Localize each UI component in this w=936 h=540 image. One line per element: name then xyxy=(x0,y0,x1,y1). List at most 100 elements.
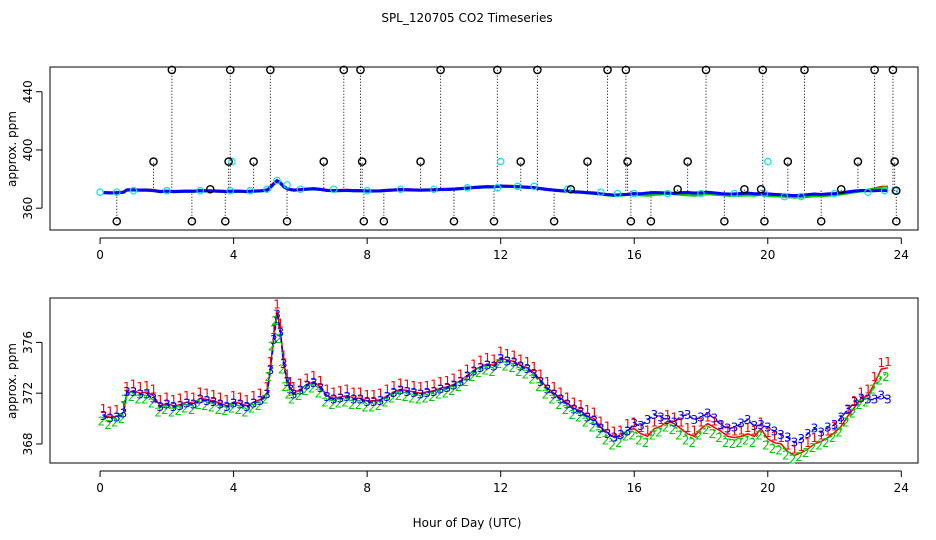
bottom-series-marker-1: 1 xyxy=(277,317,285,331)
bottom-series-marker-2: 2 xyxy=(695,428,703,442)
bottom-series-marker-3: 3 xyxy=(437,382,445,396)
bottom-series-marker-3: 3 xyxy=(323,390,331,404)
bottom-series-marker-3: 3 xyxy=(604,427,612,441)
bottom-series-marker-3: 3 xyxy=(317,381,325,395)
bottom-series-marker-2: 2 xyxy=(488,365,496,379)
bottom-series-marker-3: 3 xyxy=(837,410,845,424)
bottom-series-marker-1: 1 xyxy=(550,380,558,394)
bottom-series-marker-1: 1 xyxy=(210,388,218,402)
top-outlier-point xyxy=(187,216,197,226)
top-y-axis-label: approx. ppm xyxy=(5,111,19,187)
bottom-series-marker-2: 2 xyxy=(595,427,603,441)
bottom-series-marker-2: 2 xyxy=(408,391,416,405)
bottom-series-marker-3: 3 xyxy=(484,358,492,372)
bottom-series-marker-3: 3 xyxy=(417,387,425,401)
bottom-series-marker-2: 2 xyxy=(134,393,142,407)
bottom-series-marker-3: 3 xyxy=(777,428,785,442)
bottom-series-marker-1: 1 xyxy=(864,383,872,397)
bottom-series-marker-2: 2 xyxy=(188,403,196,417)
bottom-series-marker-1: 1 xyxy=(417,380,425,394)
bottom-series-marker-2: 2 xyxy=(194,398,202,412)
top-outlier-point xyxy=(205,184,215,194)
bottom-series-marker-2: 2 xyxy=(428,390,436,404)
bottom-series-marker-1: 1 xyxy=(477,354,485,368)
top-outlier-point xyxy=(623,157,632,166)
bottom-series-marker-3: 3 xyxy=(280,357,288,371)
top-outlier-point xyxy=(489,216,499,226)
bottom-series-marker-2: 2 xyxy=(789,452,797,466)
bottom-series-marker-1: 1 xyxy=(310,369,318,383)
top-baseline-point xyxy=(597,188,605,196)
bottom-series-marker-3: 3 xyxy=(797,432,805,446)
bottom-series-marker-3: 3 xyxy=(711,412,719,426)
bottom-series-marker-1: 1 xyxy=(624,417,632,431)
bottom-series-marker-1: 1 xyxy=(363,388,371,402)
bottom-series-marker-3: 3 xyxy=(343,390,351,404)
bottom-series-marker-1: 1 xyxy=(504,347,512,361)
bottom-series-marker-3: 3 xyxy=(450,379,458,393)
top-outlier-point xyxy=(282,216,292,226)
bottom-series-marker-1: 1 xyxy=(317,374,325,388)
bottom-series-marker-3: 3 xyxy=(430,385,438,399)
bottom-series-marker-2: 2 xyxy=(575,411,583,425)
bottom-series-line-2 xyxy=(103,316,889,457)
top-baseline-point xyxy=(263,185,271,194)
bottom-series-marker-3: 3 xyxy=(267,363,275,377)
bottom-series-marker-3: 3 xyxy=(524,362,532,376)
top-baseline-point xyxy=(864,188,872,196)
bottom-series-marker-1: 1 xyxy=(203,387,211,401)
bottom-series-marker-1: 1 xyxy=(764,426,772,440)
bottom-series-marker-3: 3 xyxy=(597,422,605,436)
top-outlier-point xyxy=(800,65,809,75)
bottom-series-marker-2: 2 xyxy=(869,383,877,397)
top-outlier-point xyxy=(379,216,389,226)
bottom-x-tick-label: 12 xyxy=(493,481,508,495)
bottom-y-tick-label: 368 xyxy=(21,433,35,456)
top-outlier-point xyxy=(449,216,459,226)
bottom-series-marker-2: 2 xyxy=(395,389,403,403)
bottom-series-marker-3: 3 xyxy=(577,405,585,419)
top-outlier-point xyxy=(167,65,177,75)
bottom-series-marker-2: 2 xyxy=(862,395,870,409)
top-outlier-point xyxy=(816,216,826,226)
bottom-series-marker-2: 2 xyxy=(735,436,743,450)
bottom-series-marker-3: 3 xyxy=(230,396,238,410)
top-baseline-point xyxy=(226,186,235,195)
bottom-series-marker-3: 3 xyxy=(824,420,832,434)
bottom-series-marker-1: 1 xyxy=(757,416,765,430)
top-baseline-point xyxy=(283,181,291,189)
bottom-series-marker-3: 3 xyxy=(100,409,108,423)
bottom-series-marker-1: 1 xyxy=(484,351,492,365)
bottom-series-marker-3: 3 xyxy=(303,379,311,393)
bottom-series-marker-1: 1 xyxy=(323,383,331,397)
bottom-series-marker-3: 3 xyxy=(423,386,431,400)
bottom-series-marker-1: 1 xyxy=(176,392,184,406)
bottom-series-marker-3: 3 xyxy=(163,398,171,412)
bottom-series-marker-1: 1 xyxy=(273,298,281,312)
top-outlier-point xyxy=(356,65,365,75)
top-outlier-point xyxy=(220,216,230,226)
bottom-series-marker-2: 2 xyxy=(201,399,209,413)
bottom-series-marker-1: 1 xyxy=(270,323,278,337)
bottom-series-marker-3: 3 xyxy=(350,393,358,407)
chart-title: SPL_120705 CO2 Timeseries xyxy=(381,11,552,25)
bottom-series-marker-1: 1 xyxy=(610,425,618,439)
bottom-series-marker-1: 1 xyxy=(236,390,244,404)
bottom-series-marker-1: 1 xyxy=(724,423,732,437)
bottom-series-marker-1: 1 xyxy=(423,379,431,393)
bottom-series-marker-3: 3 xyxy=(383,390,391,404)
bottom-series-marker-2: 2 xyxy=(161,403,169,417)
bottom-series-marker-2: 2 xyxy=(98,414,106,428)
bottom-series-marker-1: 1 xyxy=(350,385,358,399)
top-baseline-point xyxy=(697,189,705,198)
top-x-tick-label: 16 xyxy=(627,248,642,262)
bottom-series-marker-2: 2 xyxy=(388,391,396,405)
top-x-tick-label: 0 xyxy=(96,248,104,262)
bottom-series-marker-2: 2 xyxy=(662,421,670,435)
top-outlier-point xyxy=(416,157,425,166)
bottom-series-marker-3: 3 xyxy=(510,356,518,370)
bottom-series-marker-1: 1 xyxy=(604,420,612,434)
top-data-layer xyxy=(96,65,901,226)
bottom-series-marker-2: 2 xyxy=(301,384,309,398)
